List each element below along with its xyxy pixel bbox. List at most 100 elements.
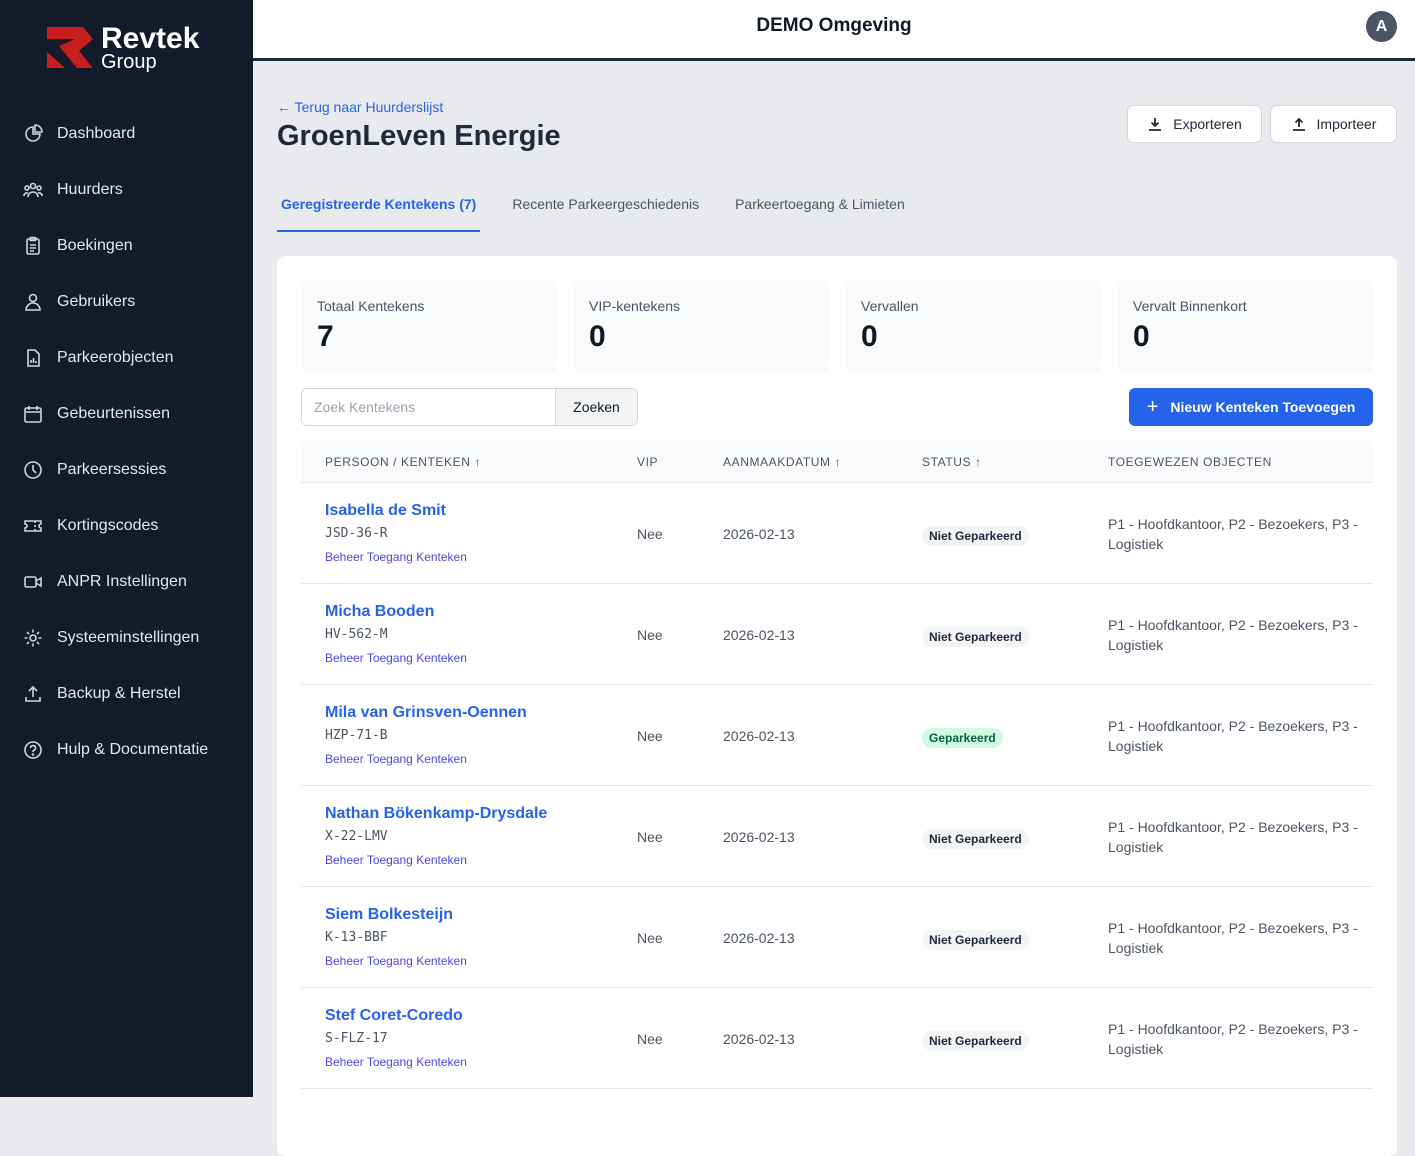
- sidebar-item-systeeminstellingen[interactable]: Systeeminstellingen: [0, 610, 253, 666]
- help-circle-icon: [24, 741, 42, 759]
- table-row: Siem Bolkesteijn K-13-BBF Beheer Toegang…: [301, 887, 1373, 988]
- person-name-link[interactable]: Siem Bolkesteijn: [325, 906, 454, 923]
- search-input[interactable]: [302, 389, 555, 425]
- pie-chart-icon: [25, 124, 43, 142]
- user-icon: [25, 293, 41, 311]
- manage-access-link[interactable]: Beheer Toegang Kenteken: [325, 1055, 467, 1069]
- document-chart-icon: [27, 349, 40, 367]
- manage-access-link[interactable]: Beheer Toegang Kenteken: [325, 752, 467, 766]
- person-name-link[interactable]: Micha Booden: [325, 603, 435, 620]
- import-button[interactable]: Importeer: [1270, 105, 1397, 143]
- sidebar-item-hulp-documentatie[interactable]: Hulp & Documentatie: [0, 722, 253, 778]
- sidebar-item-parkeersessies[interactable]: Parkeersessies: [0, 442, 253, 498]
- sidebar-item-kortingscodes[interactable]: Kortingscodes: [0, 498, 253, 554]
- top-bar: DEMO Omgeving A: [253, 0, 1415, 61]
- license-plate: K-13-BBF: [325, 930, 388, 945]
- vip-value: Nee: [637, 930, 663, 946]
- stat-value: 7: [317, 320, 334, 353]
- table-row: Stef Coret-Coredo S-FLZ-17 Beheer Toegan…: [301, 988, 1373, 1089]
- export-button[interactable]: Exporteren: [1127, 105, 1262, 143]
- download-icon: [1149, 118, 1162, 131]
- logo[interactable]: Revtek Group: [47, 24, 199, 72]
- col-status[interactable]: STATUS ↑: [922, 455, 982, 469]
- tab-registered-plates[interactable]: Geregistreerde Kentekens (7): [277, 184, 481, 232]
- users-icon: [23, 182, 43, 198]
- plates-card: Totaal Kentekens 7 VIP-kentekens 0 Vervall…: [277, 256, 1397, 1156]
- created-date: 2026-02-13: [723, 526, 795, 542]
- manage-access-link[interactable]: Beheer Toegang Kenteken: [325, 651, 467, 665]
- person-name-link[interactable]: Isabella de Smit: [325, 502, 446, 519]
- manage-access-link[interactable]: Beheer Toegang Kenteken: [325, 550, 467, 564]
- manage-access-link[interactable]: Beheer Toegang Kenteken: [325, 954, 467, 968]
- sidebar-item-gebruikers[interactable]: Gebruikers: [0, 274, 253, 330]
- sidebar-item-label: ANPR Instellingen: [57, 573, 187, 590]
- sidebar-item-label: Boekingen: [57, 237, 133, 254]
- stat-value: 0: [1133, 320, 1150, 353]
- status-badge: Niet Geparkeerd: [922, 1031, 1029, 1051]
- assigned-objects: P1 - Hoofdkantoor, P2 - Bezoekers, P3 - …: [1108, 920, 1358, 956]
- add-plate-button[interactable]: + Nieuw Kenteken Toevoegen: [1129, 388, 1373, 426]
- license-plate: S-FLZ-17: [325, 1031, 388, 1046]
- vip-value: Nee: [637, 1031, 663, 1047]
- assigned-objects: P1 - Hoofdkantoor, P2 - Bezoekers, P3 - …: [1108, 617, 1358, 653]
- sidebar-item-anpr-instellingen[interactable]: ANPR Instellingen: [0, 554, 253, 610]
- revtek-logo-icon: [47, 27, 93, 68]
- tab-access-limits[interactable]: Parkeertoegang & Limieten: [735, 196, 905, 212]
- back-link[interactable]: ← Terug naar Huurderslijst: [277, 99, 444, 115]
- environment-title: DEMO Omgeving: [756, 15, 912, 36]
- clock-icon: [24, 461, 42, 479]
- vip-value: Nee: [637, 526, 663, 542]
- sidebar-item-huurders[interactable]: Huurders: [0, 162, 253, 218]
- license-plate: HZP-71-B: [325, 728, 388, 743]
- assigned-objects: P1 - Hoofdkantoor, P2 - Bezoekers, P3 - …: [1108, 516, 1358, 552]
- sidebar-item-label: Parkeerobjecten: [57, 349, 174, 366]
- person-name-link[interactable]: Nathan Bökenkamp-Drysdale: [325, 805, 548, 822]
- tab-parking-history[interactable]: Recente Parkeergeschiedenis: [512, 196, 700, 212]
- stat-label: Totaal Kentekens: [317, 298, 425, 314]
- vip-value: Nee: [637, 829, 663, 845]
- person-name-link[interactable]: Stef Coret-Coredo: [325, 1007, 463, 1024]
- table-header: PERSOON / KENTEKEN ↑ VIP AANMAAKDATUM ↑ …: [301, 441, 1373, 483]
- created-date: 2026-02-13: [723, 728, 795, 744]
- sidebar-item-parkeerobjecten[interactable]: Parkeerobjecten: [0, 330, 253, 386]
- status-badge: Niet Geparkeerd: [922, 829, 1029, 849]
- stat-label: Vervallen: [861, 298, 919, 314]
- person-name-link[interactable]: Mila van Grinsven-Oennen: [325, 704, 527, 721]
- sidebar-nav: Dashboard Huurders Boekingen Gebruikers Park…: [0, 106, 253, 778]
- table-row: Isabella de Smit JSD-36-R Beheer Toegang…: [301, 483, 1373, 584]
- sidebar-item-dashboard[interactable]: Dashboard: [0, 106, 253, 162]
- sidebar-item-label: Systeeminstellingen: [57, 629, 200, 646]
- assigned-objects: P1 - Hoofdkantoor, P2 - Bezoekers, P3 - …: [1108, 718, 1358, 754]
- status-badge: Niet Geparkeerd: [922, 930, 1029, 950]
- col-objects: TOEGEWEZEN OBJECTEN: [1108, 455, 1272, 469]
- sidebar-item-label: Parkeersessies: [57, 461, 167, 478]
- search-button[interactable]: Zoeken: [555, 389, 637, 425]
- stat-expired: Vervallen 0: [845, 280, 1101, 372]
- sidebar-item-gebeurtenissen[interactable]: Gebeurtenissen: [0, 386, 253, 442]
- col-date[interactable]: AANMAAKDATUM ↑: [723, 455, 842, 469]
- add-plate-label: Nieuw Kenteken Toevoegen: [1170, 399, 1356, 415]
- created-date: 2026-02-13: [723, 1031, 795, 1047]
- manage-access-link[interactable]: Beheer Toegang Kenteken: [325, 853, 467, 867]
- col-person[interactable]: PERSOON / KENTEKEN ↑: [325, 455, 482, 469]
- video-camera-icon: [24, 576, 42, 588]
- sidebar-item-backup-herstel[interactable]: Backup & Herstel: [0, 666, 253, 722]
- upload-icon: [25, 685, 41, 702]
- sidebar-item-label: Huurders: [57, 181, 123, 198]
- status-badge: Geparkeerd: [922, 728, 1003, 748]
- page-title: GroenLeven Energie: [277, 120, 561, 152]
- created-date: 2026-02-13: [723, 627, 795, 643]
- stat-value: 0: [589, 320, 606, 353]
- calendar-icon: [24, 406, 42, 423]
- table-row: Nathan Bökenkamp-Drysdale X-22-LMV Behee…: [301, 786, 1373, 887]
- avatar[interactable]: A: [1366, 11, 1397, 42]
- sidebar-item-label: Dashboard: [57, 125, 136, 142]
- vip-value: Nee: [637, 728, 663, 744]
- license-plate: JSD-36-R: [325, 526, 388, 541]
- sidebar-item-label: Backup & Herstel: [57, 685, 181, 702]
- license-plate: X-22-LMV: [325, 829, 388, 844]
- upload-icon: [1292, 117, 1305, 131]
- sidebar-item-boekingen[interactable]: Boekingen: [0, 218, 253, 274]
- license-plate: HV-562-M: [325, 627, 388, 642]
- stat-expiring-soon: Vervalt Binnenkort 0: [1117, 280, 1373, 372]
